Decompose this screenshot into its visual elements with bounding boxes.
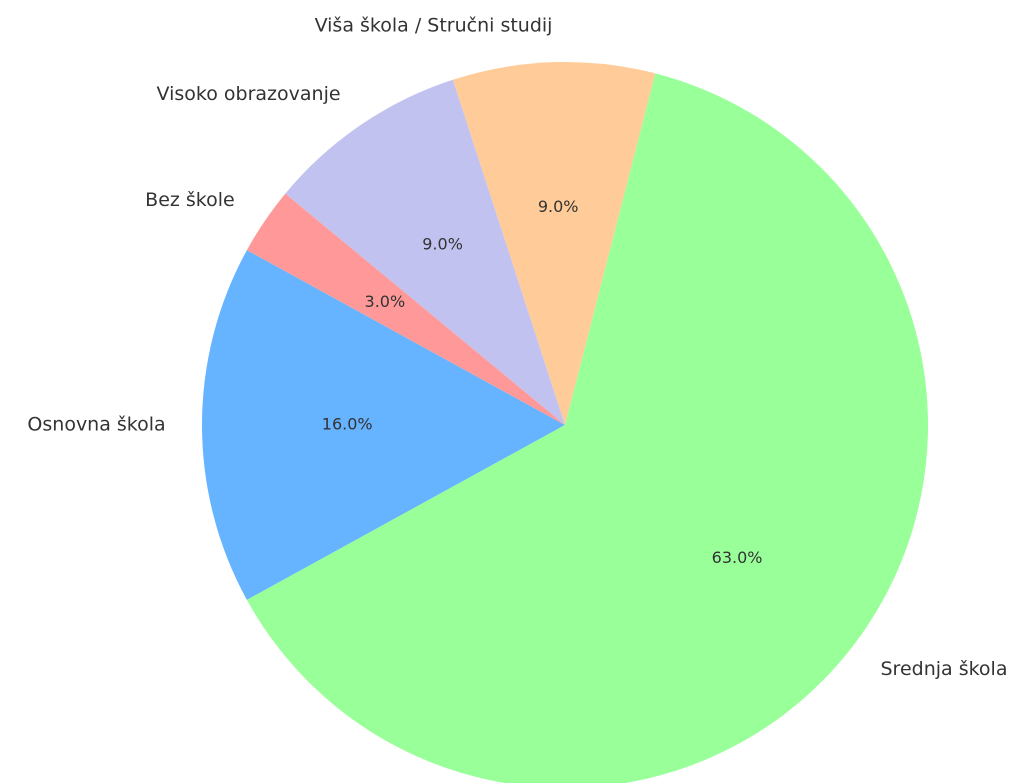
slice-label: Osnovna škola: [27, 414, 165, 436]
slice-label: Viša škola / Stručni studij: [315, 14, 553, 36]
pie-slice: [285, 79, 565, 426]
slice-label: Bez škole: [145, 189, 235, 211]
pie-slice: [246, 193, 565, 425]
pie-slice: [202, 250, 565, 600]
pie-slice: [246, 73, 928, 783]
slice-percent: 9.0%: [422, 234, 463, 253]
slice-label: Srednja škola: [881, 658, 1008, 680]
slice-percent: 3.0%: [365, 292, 406, 311]
slice-percent: 9.0%: [538, 197, 579, 216]
slice-percent: 63.0%: [712, 548, 763, 567]
slice-percent: 16.0%: [322, 415, 373, 434]
pie-slice: [452, 62, 656, 425]
slice-label: Visoko obrazovanje: [157, 83, 341, 105]
